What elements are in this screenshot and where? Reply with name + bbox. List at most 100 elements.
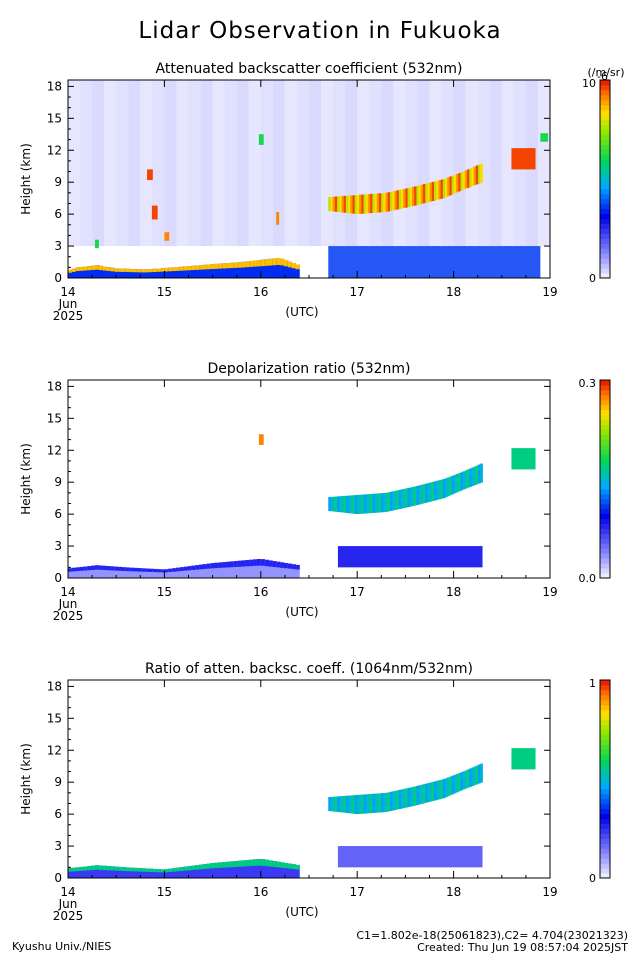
- boundary-layer-top-cell: [160, 869, 165, 873]
- boundary-layer-top-cell: [102, 865, 107, 871]
- boundary-layer-cell: [245, 860, 250, 878]
- boundary-layer-cell: [245, 261, 250, 278]
- cloud-layer-cell: [389, 491, 393, 511]
- footer-created: Created: Thu Jun 19 08:57:04 2025JST: [417, 941, 628, 954]
- cloud-patch: [164, 232, 170, 241]
- aerosol-region: [328, 246, 541, 278]
- cloud-layer-cell: [378, 493, 382, 513]
- cloud-layer-cell: [334, 196, 338, 212]
- boundary-layer-top-cell: [141, 269, 146, 273]
- cloud-layer-cell: [381, 793, 384, 813]
- background-column: [236, 80, 249, 247]
- cloud-layer-cell: [348, 495, 351, 514]
- cloud-layer-cell: [456, 473, 459, 493]
- boundary-layer-top-cell: [172, 568, 177, 572]
- boundary-layer-cell: [280, 862, 285, 878]
- boundary-layer-cell: [264, 859, 269, 878]
- colorbar-cell: [600, 543, 610, 549]
- boundary-layer-cell: [83, 566, 88, 578]
- boundary-layer-cell: [179, 867, 185, 878]
- cloud-layer-cell: [348, 195, 351, 214]
- cloud-layer-cell: [400, 189, 404, 209]
- boundary-layer-top-cell: [168, 568, 173, 572]
- cloud-layer-cell: [396, 190, 400, 210]
- boundary-layer-cell: [179, 567, 185, 578]
- boundary-layer-top-cell: [179, 266, 185, 271]
- cloud-layer-cell: [361, 494, 364, 514]
- boundary-layer-top-cell: [287, 261, 293, 268]
- boundary-layer-top-cell: [129, 268, 134, 273]
- cloud-layer-cell: [350, 495, 353, 514]
- boundary-layer-cell: [160, 569, 165, 578]
- background-column: [489, 80, 502, 247]
- cloud-layer-cell: [374, 493, 378, 513]
- cloud-layer-cell: [467, 469, 470, 488]
- boundary-layer-cell: [283, 260, 289, 278]
- boundary-layer-top-cell: [218, 562, 223, 568]
- cloud-layer-cell: [418, 485, 422, 505]
- boundary-layer-cell: [295, 864, 300, 878]
- background-column: [212, 80, 225, 247]
- colorbar-cell: [600, 183, 610, 190]
- cloud-layer-cell: [345, 195, 349, 214]
- cloud-layer-cell: [431, 181, 435, 201]
- background-column: [164, 80, 177, 247]
- boundary-layer-cell: [137, 868, 142, 878]
- colorbar-cell: [600, 838, 610, 844]
- boundary-layer-top-cell: [152, 268, 158, 273]
- cloud-layer-cell: [449, 476, 453, 496]
- cloud-layer-cell: [367, 794, 371, 814]
- colorbar-cell: [600, 528, 610, 534]
- cloud-layer-cell: [467, 169, 470, 188]
- cloud-layer-cell: [429, 182, 433, 202]
- boundary-layer-cell: [206, 863, 212, 878]
- colorbar: 0 10-6(/m/sr): [582, 66, 624, 285]
- boundary-layer-top-cell: [249, 559, 254, 567]
- cloud-layer-cell: [418, 785, 422, 805]
- cloud-layer-cell: [394, 790, 397, 810]
- colorbar-cell: [600, 828, 610, 834]
- cloud-layer-cell: [361, 794, 364, 814]
- boundary-layer-top-cell: [264, 259, 269, 266]
- cloud-layer-cell: [403, 488, 406, 508]
- cloud-layer-cell: [427, 182, 431, 203]
- cloud-layer-cell: [365, 794, 369, 814]
- boundary-layer-top-cell: [237, 262, 242, 268]
- colorbar-cell: [600, 193, 610, 200]
- boundary-layer-top-cell: [75, 267, 80, 272]
- boundary-layer-cell: [160, 268, 165, 278]
- cloud-layer-cell: [458, 173, 461, 192]
- boundary-layer-top-cell: [206, 863, 212, 869]
- boundary-layer-cell: [168, 868, 173, 878]
- cloud-patch: [540, 133, 549, 142]
- cloud-layer-cell: [425, 783, 428, 803]
- y-tick-label: 12: [47, 743, 62, 757]
- cloud-layer-cell: [352, 495, 356, 514]
- y-tick-label: 6: [54, 807, 62, 821]
- boundary-layer-cell: [110, 267, 115, 278]
- colorbar-cell: [600, 709, 610, 716]
- boundary-layer-top-cell: [79, 866, 84, 871]
- boundary-layer-cell: [280, 562, 285, 578]
- boundary-layer-cell: [199, 265, 204, 278]
- cloud-layer-cell: [396, 790, 400, 810]
- boundary-layer-top-cell: [106, 267, 111, 271]
- boundary-layer-top-cell: [106, 566, 111, 571]
- boundary-layer-top-cell: [291, 564, 296, 570]
- boundary-layer-top-cell: [191, 265, 196, 271]
- colorbar-cell: [600, 174, 610, 180]
- boundary-layer-top-cell: [291, 262, 296, 269]
- boundary-layer-top-cell: [280, 862, 285, 868]
- y-tick-label: 18: [47, 679, 62, 693]
- colorbar-cell: [600, 680, 610, 686]
- boundary-layer-cell: [295, 264, 300, 278]
- background-column: [104, 80, 117, 247]
- colorbar-cell: [600, 144, 610, 150]
- boundary-layer-cell: [125, 567, 131, 578]
- boundary-layer-top-cell: [237, 560, 242, 567]
- boundary-layer-cell: [102, 565, 107, 578]
- cloud-layer-cell: [348, 795, 351, 814]
- boundary-layer-cell: [191, 565, 196, 578]
- boundary-layer-cell: [291, 864, 296, 878]
- background-column: [465, 80, 478, 247]
